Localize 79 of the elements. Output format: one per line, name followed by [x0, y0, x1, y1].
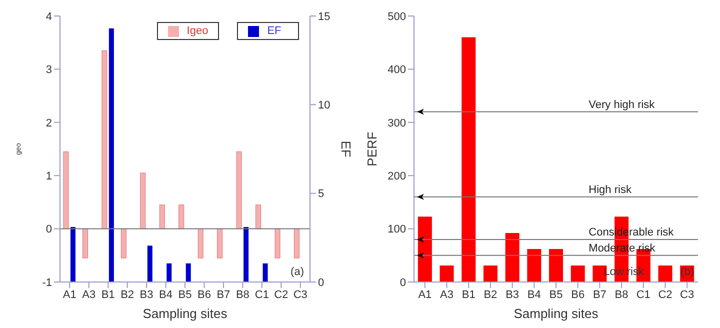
x-tick-label: B6	[571, 288, 585, 301]
annotation: (a)	[290, 266, 304, 278]
y-tick-label: 200	[388, 170, 406, 183]
x-tick-label: C2	[658, 288, 672, 301]
bar	[147, 246, 152, 282]
bar	[217, 228, 223, 258]
y-tick-label: 2	[46, 117, 52, 130]
bar	[63, 151, 69, 230]
x-tick-label: B5	[549, 288, 563, 301]
bar	[186, 263, 191, 282]
bar	[236, 151, 242, 230]
y-tick-label: 0	[46, 224, 52, 236]
x-tick-label: C1	[254, 288, 269, 301]
x-tick-label: B8	[236, 288, 250, 301]
y-tick-label: -1	[42, 276, 52, 289]
y-tick-label: 1	[46, 170, 52, 183]
y-tick-label: 400	[388, 64, 406, 76]
bar	[166, 263, 172, 282]
bar	[82, 228, 88, 258]
bar	[262, 263, 268, 282]
y-tick-label: 3	[46, 64, 52, 76]
x-tick-label: B1	[462, 288, 476, 301]
bar	[274, 228, 280, 258]
x-tick-label: B4	[159, 288, 173, 301]
x-tick-label: B6	[197, 288, 211, 301]
x-tick-label: B2	[484, 288, 498, 301]
bar	[140, 172, 146, 230]
x-tick-label: C3	[293, 288, 308, 301]
bar	[294, 228, 300, 258]
x-tick-label: A1	[62, 288, 76, 301]
y2-tick-label: 10	[318, 100, 330, 112]
x-tick-label: A3	[82, 288, 96, 301]
x-tick-label: A3	[440, 288, 454, 301]
bar	[120, 228, 126, 258]
ref-line-label: High risk	[588, 184, 632, 196]
y-tick-label: 500	[388, 10, 406, 23]
x-axis-title: Sampling sites	[514, 306, 599, 321]
y2-tick-label: 0	[318, 276, 324, 289]
bar	[505, 233, 520, 282]
bar	[256, 204, 262, 230]
bar	[418, 216, 432, 282]
y2-tick-label: 15	[318, 10, 330, 23]
x-tick-label: B5	[178, 288, 192, 301]
x-tick-label: C2	[274, 288, 288, 301]
y2-tick-label: 5	[318, 188, 324, 200]
x-tick-label: B7	[216, 288, 230, 301]
ref-line-label: Very high risk	[588, 98, 656, 111]
bar	[658, 266, 672, 282]
bar	[462, 37, 476, 282]
y-axis-title: PERF	[364, 132, 380, 166]
y-tick-label: 4	[46, 10, 52, 23]
y-tick-label: 100	[388, 224, 406, 236]
x-tick-label: B1	[101, 288, 115, 301]
bar	[440, 266, 454, 282]
x-tick-label: B2	[120, 288, 134, 301]
x-axis-title: Sampling sites	[142, 306, 228, 321]
x-tick-label: C1	[636, 288, 650, 301]
x-tick-label: A1	[418, 288, 432, 301]
y-tick-label: 300	[388, 117, 406, 130]
y2-axis-title: EF	[338, 140, 354, 158]
legend-label: EF	[267, 25, 282, 37]
bar	[159, 204, 165, 230]
y-tick-label: 0	[400, 276, 406, 289]
bar	[570, 266, 585, 282]
bar	[198, 228, 204, 258]
x-tick-label: B8	[614, 288, 628, 301]
bar	[549, 249, 564, 282]
annotation: (b)	[680, 266, 694, 278]
bar	[244, 227, 249, 282]
x-tick-label: B3	[140, 288, 154, 301]
legend-label: Igeo	[186, 25, 208, 37]
bar	[527, 249, 542, 282]
bar	[178, 204, 184, 230]
x-tick-label: B3	[506, 288, 520, 301]
x-tick-label: B7	[592, 288, 606, 301]
bar	[70, 227, 76, 282]
x-tick-label: B4	[527, 288, 541, 301]
bar	[483, 266, 498, 282]
x-tick-label: C3	[680, 288, 694, 301]
